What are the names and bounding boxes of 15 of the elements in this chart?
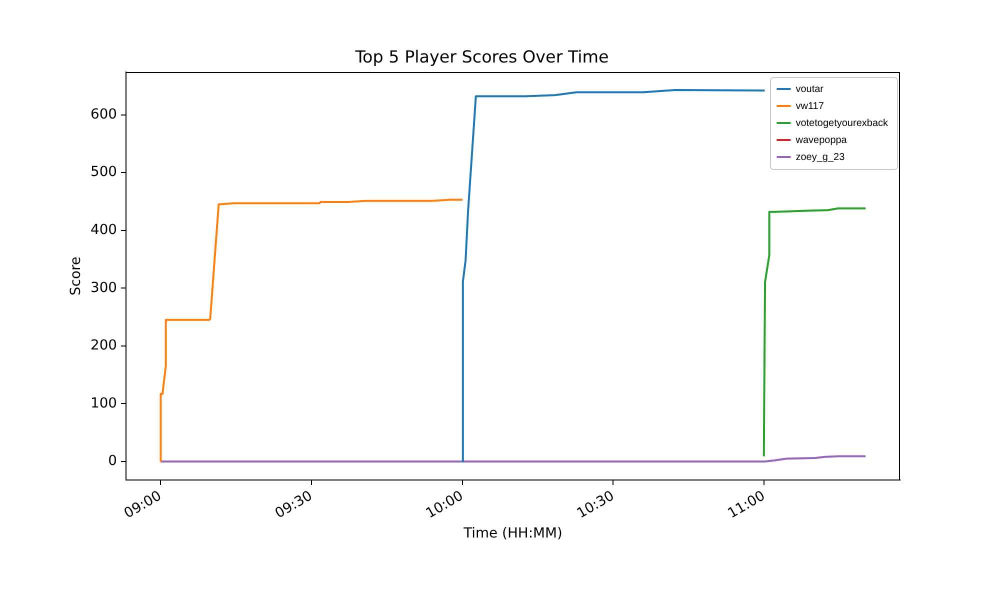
x-axis-title: Time (HH:MM) — [462, 525, 562, 542]
y-tick-label: 500 — [90, 164, 117, 180]
legend-label: wavepoppa — [794, 134, 848, 146]
legend-label: votetogetyourexback — [796, 118, 889, 129]
y-tick-label: 300 — [90, 280, 117, 296]
legend-label: voutar — [796, 84, 824, 95]
legend-label: vw117 — [796, 100, 824, 112]
y-axis-title: Score — [68, 256, 84, 296]
y-tick-label: 0 — [108, 453, 117, 470]
y-tick-label: 600 — [90, 106, 117, 122]
y-tick-label: 200 — [90, 338, 117, 354]
legend-label: zoey_g_23 — [796, 152, 846, 163]
y-tick-label: 100 — [90, 395, 117, 412]
chart-title: Top 5 Player Scores Over Time — [354, 46, 609, 66]
y-tick-label: 400 — [90, 222, 117, 238]
